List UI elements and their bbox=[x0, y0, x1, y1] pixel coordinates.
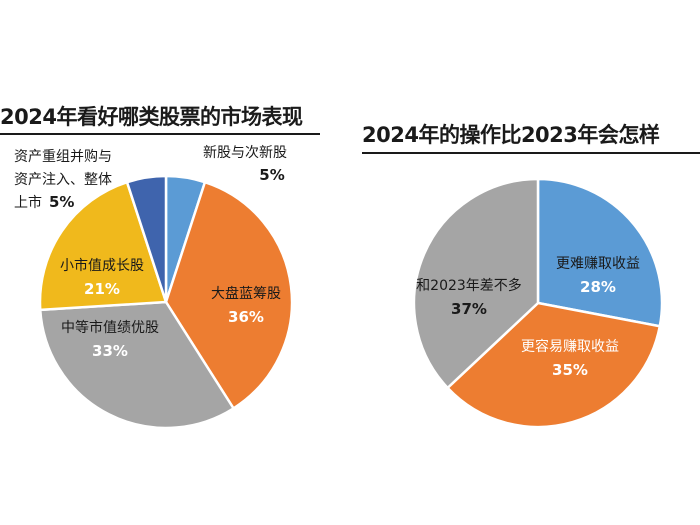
slice-label-0-0: 新股与次新股 bbox=[203, 145, 287, 161]
title-underline-left bbox=[0, 133, 320, 135]
slice-label-0-1: 大盘蓝筹股 bbox=[211, 285, 281, 302]
slice-label-0-3: 小市值成长股 bbox=[60, 257, 144, 274]
pie-slice-0-3 bbox=[38, 180, 168, 312]
slice-label-0-4: 资产重组并购与 bbox=[14, 149, 112, 165]
slice-label-0-4: 资产注入、整体 bbox=[14, 172, 112, 188]
slice-label-0-2: 中等市值绩优股 bbox=[61, 319, 159, 336]
pie-slice-0-2 bbox=[38, 300, 236, 430]
slice-label-1-2: 和2023年差不多 bbox=[416, 277, 522, 294]
slice-value-1-2: 37% bbox=[451, 300, 487, 318]
slice-value-0-4: 5% bbox=[49, 193, 74, 211]
pie-chart-right: 更难赚取收益 28% 更容易赚取收益 35% 和2023年差不多 37% bbox=[412, 177, 664, 429]
slice-label-1-1: 更容易赚取收益 bbox=[521, 338, 619, 355]
slice-value-0-0: 5% bbox=[259, 166, 284, 184]
slice-value-0-1: 36% bbox=[228, 308, 264, 326]
slice-value-0-2: 33% bbox=[92, 342, 128, 360]
slice-value-1-0: 28% bbox=[580, 278, 616, 296]
pie-slice-1-1 bbox=[445, 301, 662, 429]
pie-chart-left: 新股与次新股 5% 大盘蓝筹股 36% 中等市值绩优股 33% 小市值成长股 21% 资产重组并… bbox=[14, 145, 294, 430]
pie-slice-0-1 bbox=[164, 180, 294, 411]
pie-slice-1-0 bbox=[536, 177, 664, 328]
chart-title-right: 2024年的操作比2023年会怎样 bbox=[362, 123, 660, 147]
slice-value-0-3: 21% bbox=[84, 280, 120, 298]
slice-label-1-0: 更难赚取收益 bbox=[556, 256, 640, 272]
slice-label-0-4: 上市 bbox=[14, 194, 42, 211]
chart-title-left: 2024年看好哪类股票的市场表现 bbox=[0, 105, 303, 129]
slice-value-1-1: 35% bbox=[552, 361, 588, 379]
pie-slice-0-4 bbox=[125, 174, 168, 303]
title-underline-right bbox=[362, 152, 700, 154]
pie-slice-1-2 bbox=[412, 177, 540, 390]
